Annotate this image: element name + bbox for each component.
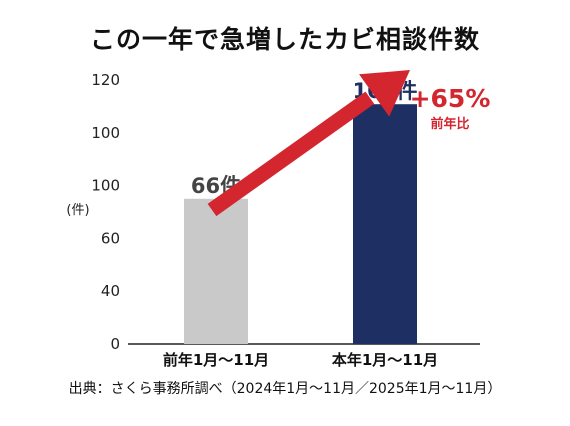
bar-1 [184, 198, 248, 344]
y-tick-label: 100 [91, 124, 120, 142]
y-tick-label: 60 [101, 229, 120, 247]
change-comparison-label: 前年比 [430, 116, 469, 132]
chart-title: この一年で急増したカビ相談件数 [89, 25, 480, 54]
arrow-shaft [207, 91, 375, 217]
bar-2 [353, 104, 417, 344]
x-category-label: 本年1月〜11月 [332, 351, 438, 369]
y-tick-label: 0 [110, 335, 120, 353]
y-tick-label: 120 [91, 71, 120, 89]
y-axis-ticks: 0 40 60 100 100 120 [91, 71, 120, 353]
x-category-label: 前年1月〜11月 [163, 351, 269, 369]
y-tick-label: 100 [91, 177, 120, 195]
y-tick-label: 40 [101, 282, 120, 300]
y-axis-unit-label: (件) [66, 203, 89, 218]
arrow-head [359, 70, 410, 117]
change-percent-label: +65% [410, 84, 491, 113]
source-note: 出典：さくら事務所調べ（2024年1月〜11月／2025年1月〜11月） [68, 381, 502, 397]
growth-arrow [207, 70, 410, 217]
x-axis-category-labels: 前年1月〜11月 本年1月〜11月 [163, 351, 438, 369]
